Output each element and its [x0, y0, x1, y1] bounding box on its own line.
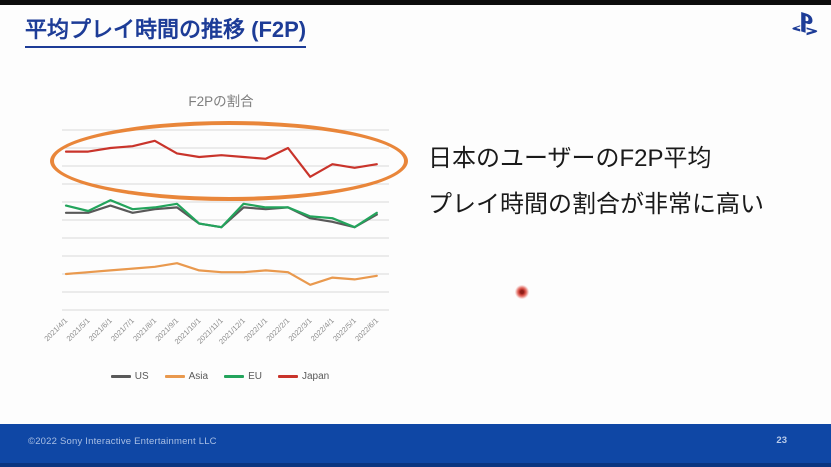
x-axis-tick-label: 2022/4/1	[309, 316, 336, 343]
legend-label: Asia	[188, 371, 209, 382]
legend-label: EU	[248, 371, 262, 382]
page-number: 23	[776, 435, 787, 446]
x-axis-tick-label: 2021/6/1	[87, 316, 114, 343]
series-line-asia	[64, 262, 378, 286]
x-axis-tick-label: 2021/8/1	[131, 316, 158, 343]
chart-legend: US Asia EU Japan	[45, 371, 395, 382]
x-axis-tick-label: 2022/1/1	[242, 316, 269, 343]
slide-title: 平均プレイ時間の推移 (F2P)	[25, 12, 307, 48]
letterbox-top-bar	[0, 0, 831, 5]
footer-dark-strip	[0, 463, 831, 467]
legend-swatch-us	[110, 375, 131, 378]
legend-item-eu: EU	[224, 371, 262, 382]
footer-bar: ©2022 Sony Interactive Entertainment LLC…	[0, 424, 831, 467]
x-axis-tick-label: 2021/7/1	[109, 316, 136, 343]
chart-title: F2Pの割合	[188, 93, 254, 109]
x-axis-tick-label: 2022/2/1	[264, 316, 291, 343]
x-axis-tick-label: 2022/3/1	[287, 316, 314, 343]
laser-pointer-dot	[515, 285, 529, 299]
footer-copyright: ©2022 Sony Interactive Entertainment LLC	[28, 436, 217, 447]
x-axis-tick-label: 2022/6/1	[353, 316, 380, 343]
annotation-line-1: 日本のユーザーのF2P平均	[428, 145, 712, 172]
playstation-logo-icon	[792, 12, 818, 36]
f2p-share-line-chart: F2Pの割合2021/4/12021/5/12021/6/12021/7/120…	[42, 93, 389, 346]
x-axis-tick-label: 2022/5/1	[331, 316, 358, 343]
legend-item-japan: Japan	[278, 371, 329, 382]
legend-item-asia: Asia	[164, 371, 209, 382]
annotation-line-2: プレイ時間の割合が非常に高い	[428, 191, 764, 218]
legend-item-us: US	[110, 371, 149, 382]
series-line-us	[64, 204, 378, 229]
x-axis-tick-label: 2021/5/1	[65, 316, 92, 343]
legend-label: US	[134, 371, 149, 382]
annotation-text: 日本のユーザーのF2P平均 プレイ時間の割合が非常に高い	[428, 136, 818, 228]
series-line-eu	[64, 199, 378, 229]
legend-swatch-japan	[278, 375, 298, 378]
highlight-ellipse-annotation	[50, 121, 408, 201]
legend-label: Japan	[302, 371, 330, 382]
legend-swatch-eu	[224, 375, 245, 378]
legend-swatch-asia	[164, 375, 185, 378]
x-axis-tick-label: 2021/4/1	[42, 316, 69, 343]
